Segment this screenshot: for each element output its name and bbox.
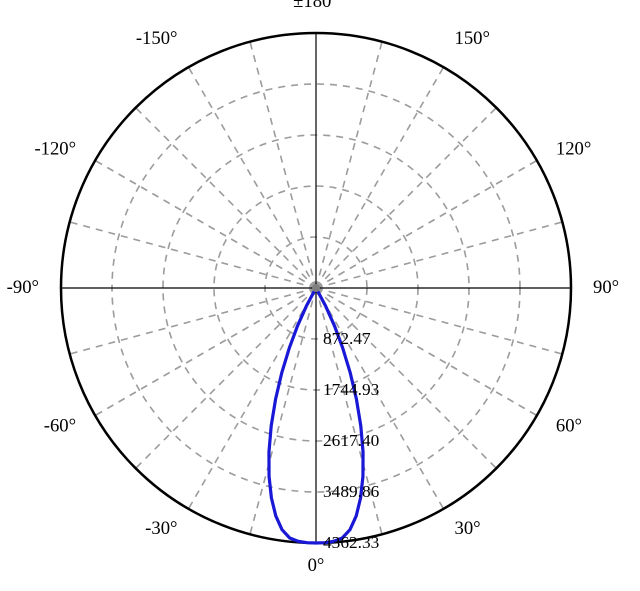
angle-label: ±180° <box>293 0 339 12</box>
angle-label: 0° <box>308 555 325 576</box>
angle-label: -120° <box>34 139 76 160</box>
radial-label: 2617.40 <box>323 431 379 450</box>
radial-label: 4362.33 <box>323 533 379 552</box>
angle-label: 120° <box>556 139 591 160</box>
radial-label: 872.47 <box>323 329 371 348</box>
angle-label: -30° <box>145 518 177 539</box>
polar-chart-svg: 872.47 1744.93 2617.40 3489.86 4362.33 0° 30° 6… <box>0 0 640 591</box>
radial-label: 3489.86 <box>323 482 380 501</box>
angle-label: -150° <box>136 28 178 49</box>
center-dot <box>312 284 320 292</box>
polar-chart: 872.47 1744.93 2617.40 3489.86 4362.33 0° 30° 6… <box>0 0 640 591</box>
angle-label: 150° <box>455 28 490 49</box>
angle-label: 90° <box>593 277 619 298</box>
angle-label: 30° <box>455 518 481 539</box>
angle-label: -60° <box>44 416 76 437</box>
angle-label: 60° <box>556 416 582 437</box>
angle-label: -90° <box>7 277 39 298</box>
radial-label: 1744.93 <box>323 380 379 399</box>
